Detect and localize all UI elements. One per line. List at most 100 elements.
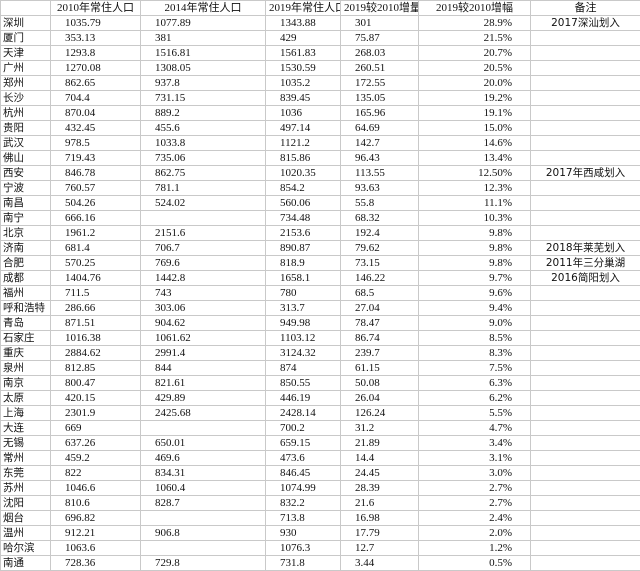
growth-rate-cell: 13.4% — [419, 151, 531, 166]
city-cell: 成都 — [1, 271, 51, 286]
increase-cell: 192.4 — [341, 226, 419, 241]
pop-2014-cell: 844 — [141, 361, 266, 376]
pop-2019-cell: 850.55 — [266, 376, 341, 391]
header-row: 2010年常住人口 2014年常住人口 2019年常住人口 2019较2010增… — [1, 1, 640, 16]
pop-2019-cell: 930 — [266, 526, 341, 541]
note-cell — [531, 346, 640, 361]
pop-2019-cell: 1020.35 — [266, 166, 341, 181]
city-cell: 福州 — [1, 286, 51, 301]
growth-rate-cell: 6.3% — [419, 376, 531, 391]
note-cell — [531, 301, 640, 316]
increase-cell: 55.8 — [341, 196, 419, 211]
pop-2014-cell: 735.06 — [141, 151, 266, 166]
note-cell — [531, 196, 640, 211]
city-cell: 南京 — [1, 376, 51, 391]
growth-rate-cell: 7.5% — [419, 361, 531, 376]
pop-2019-cell: 1121.2 — [266, 136, 341, 151]
increase-cell: 3.44 — [341, 556, 419, 571]
pop-2014-cell: 469.6 — [141, 451, 266, 466]
pop-2010-cell: 1961.2 — [51, 226, 141, 241]
pop-2010-cell: 666.16 — [51, 211, 141, 226]
pop-2010-cell: 1046.6 — [51, 481, 141, 496]
note-cell — [531, 316, 640, 331]
increase-cell: 31.2 — [341, 421, 419, 436]
pop-2019-cell: 473.6 — [266, 451, 341, 466]
pop-2014-cell — [141, 421, 266, 436]
growth-rate-cell: 2.0% — [419, 526, 531, 541]
growth-rate-cell: 8.5% — [419, 331, 531, 346]
pop-2014-cell: 381 — [141, 31, 266, 46]
pop-2019-cell: 1035.2 — [266, 76, 341, 91]
pop-2014-cell — [141, 511, 266, 526]
pop-2014-cell: 429.89 — [141, 391, 266, 406]
pop-2014-cell: 1061.62 — [141, 331, 266, 346]
city-cell: 哈尔滨 — [1, 541, 51, 556]
note-cell — [531, 376, 640, 391]
note-cell — [531, 391, 640, 406]
city-cell: 南昌 — [1, 196, 51, 211]
pop-2014-cell: 731.15 — [141, 91, 266, 106]
header-increase: 2019较2010增量 — [341, 1, 419, 16]
pop-2014-cell: 904.62 — [141, 316, 266, 331]
pop-2014-cell: 1060.4 — [141, 481, 266, 496]
pop-2014-cell: 743 — [141, 286, 266, 301]
increase-cell: 135.05 — [341, 91, 419, 106]
growth-rate-cell: 20.7% — [419, 46, 531, 61]
note-cell — [531, 556, 640, 571]
city-cell: 呼和浩特 — [1, 301, 51, 316]
note-cell — [531, 181, 640, 196]
pop-2010-cell: 978.5 — [51, 136, 141, 151]
pop-2010-cell: 871.51 — [51, 316, 141, 331]
header-city — [1, 1, 51, 16]
note-cell: 2011年三分巢湖 — [531, 256, 640, 271]
growth-rate-cell: 19.2% — [419, 91, 531, 106]
city-cell: 杭州 — [1, 106, 51, 121]
increase-cell: 126.24 — [341, 406, 419, 421]
growth-rate-cell: 20.5% — [419, 61, 531, 76]
growth-rate-cell: 3.1% — [419, 451, 531, 466]
growth-rate-cell: 3.0% — [419, 466, 531, 481]
increase-cell: 78.47 — [341, 316, 419, 331]
note-cell — [531, 61, 640, 76]
pop-2010-cell: 728.36 — [51, 556, 141, 571]
pop-2019-cell: 713.8 — [266, 511, 341, 526]
note-cell — [531, 481, 640, 496]
pop-2019-cell: 874 — [266, 361, 341, 376]
pop-2019-cell: 1658.1 — [266, 271, 341, 286]
pop-2010-cell: 420.15 — [51, 391, 141, 406]
city-cell: 天津 — [1, 46, 51, 61]
note-cell — [531, 331, 640, 346]
pop-2014-cell: 706.7 — [141, 241, 266, 256]
note-cell — [531, 286, 640, 301]
increase-cell: 146.22 — [341, 271, 419, 286]
note-cell — [531, 526, 640, 541]
note-cell: 2017年西咸划入 — [531, 166, 640, 181]
increase-cell: 21.6 — [341, 496, 419, 511]
city-cell: 沈阳 — [1, 496, 51, 511]
pop-2019-cell: 1343.88 — [266, 16, 341, 31]
growth-rate-cell: 9.7% — [419, 271, 531, 286]
note-cell — [531, 46, 640, 61]
pop-2019-cell: 1103.12 — [266, 331, 341, 346]
note-cell — [531, 496, 640, 511]
growth-rate-cell: 19.1% — [419, 106, 531, 121]
pop-2010-cell: 870.04 — [51, 106, 141, 121]
growth-rate-cell: 28.9% — [419, 16, 531, 31]
growth-rate-cell: 0.5% — [419, 556, 531, 571]
